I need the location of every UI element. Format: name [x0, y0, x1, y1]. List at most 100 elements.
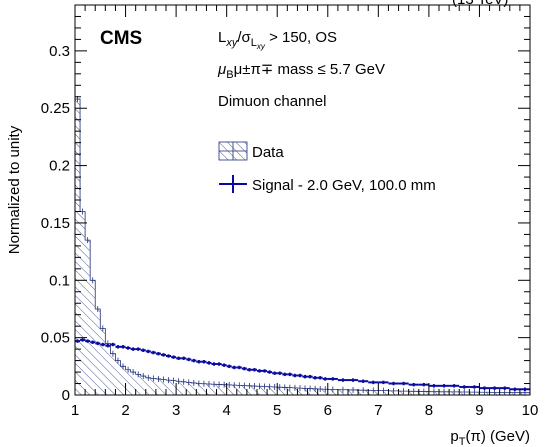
signal-point	[135, 347, 141, 351]
signal-point	[90, 340, 96, 344]
signal-point	[408, 382, 419, 387]
signal-point	[105, 343, 111, 348]
signal-point	[140, 348, 146, 352]
signal-point	[449, 384, 460, 388]
signal-point	[282, 372, 288, 377]
signal-point	[327, 377, 338, 381]
signal-point	[125, 346, 131, 350]
x-tick-label: 6	[324, 402, 332, 419]
signal-point	[100, 342, 106, 347]
signal-point	[368, 380, 379, 385]
x-axis-title: pT(π) (GeV)	[450, 428, 530, 447]
signal-point	[201, 360, 207, 364]
signal-point	[509, 387, 520, 391]
signal-point	[489, 386, 500, 390]
plot-background	[75, 5, 530, 395]
signal-point	[439, 384, 450, 388]
y-axis: 0 0.05 0.1 0.15 0.2 0.25 0.3	[41, 4, 530, 404]
signal-point	[191, 358, 197, 363]
signal-point	[499, 386, 510, 390]
signal-point	[241, 366, 247, 371]
signal-point	[95, 341, 101, 346]
signal-point	[186, 357, 192, 362]
signal-point	[155, 351, 161, 356]
signal-point	[150, 350, 156, 355]
signal-point	[181, 356, 187, 361]
signal-point	[171, 355, 177, 359]
signal-point	[231, 365, 237, 370]
signal-point	[110, 342, 116, 347]
corner-text: (13 TeV)	[452, 0, 508, 8]
signal-point	[120, 345, 126, 349]
signal-point	[312, 376, 318, 380]
signal-point	[257, 369, 263, 373]
signal-series	[75, 338, 530, 391]
legend: Data Signal - 2.0 GeV, 100.0 mm	[218, 141, 436, 194]
annotation-mass: μBμ±π∓ mass ≤ 5.7 GeV	[217, 61, 385, 81]
y-tick-label: 0.1	[49, 272, 70, 289]
signal-point	[428, 384, 439, 388]
signal-point	[75, 339, 81, 343]
y-axis-title: Normalized to unity	[6, 125, 23, 254]
signal-point	[236, 365, 242, 370]
signal-point	[459, 385, 470, 389]
signal-point	[388, 381, 399, 386]
signal-point	[287, 372, 293, 377]
annotation-lxy: Lxy/σLxy > 150, OS	[218, 29, 337, 51]
signal-point	[221, 363, 227, 367]
signal-point	[85, 339, 91, 343]
signal-point	[145, 349, 151, 354]
signal-point	[348, 378, 359, 382]
x-tick-label: 5	[273, 402, 281, 419]
x-tick-label: 7	[374, 402, 382, 419]
x-axis: 1 2 3 4 5 6 7 8 9 10	[71, 5, 539, 419]
signal-point	[262, 369, 268, 373]
signal-point	[479, 386, 490, 390]
signal-point	[226, 364, 232, 369]
y-tick-label: 0.05	[41, 330, 70, 347]
x-tick-label: 1	[71, 402, 79, 419]
signal-point	[211, 362, 217, 366]
signal-point	[302, 374, 308, 379]
signal-point	[358, 379, 369, 383]
legend-signal-label: Signal - 2.0 GeV, 100.0 mm	[252, 177, 436, 194]
signal-point	[297, 373, 303, 378]
signal-point	[267, 370, 273, 374]
signal-point	[115, 345, 121, 349]
signal-point	[272, 371, 278, 375]
signal-point	[307, 374, 313, 379]
signal-point	[292, 373, 298, 378]
signal-point	[317, 376, 323, 380]
signal-point	[246, 368, 252, 372]
annotation-channel: Dimuon channel	[218, 93, 326, 110]
signal-point	[322, 377, 328, 381]
signal-point	[251, 368, 257, 372]
x-tick-label: 2	[121, 402, 129, 419]
signal-point	[378, 380, 389, 385]
y-tick-label: 0.3	[49, 43, 70, 60]
x-tick-label: 4	[222, 402, 230, 419]
legend-data-label: Data	[252, 144, 284, 161]
signal-point	[196, 360, 202, 364]
signal-point	[80, 338, 86, 342]
signal-point	[176, 356, 182, 361]
signal-point	[216, 362, 222, 366]
y-tick-label: 0.25	[41, 100, 70, 117]
signal-point	[398, 381, 409, 386]
signal-point	[206, 361, 212, 365]
signal-point	[337, 378, 348, 382]
x-tick-label: 8	[425, 402, 433, 419]
signal-point	[277, 371, 283, 375]
x-tick-label: 10	[522, 402, 539, 419]
signal-point	[418, 382, 429, 387]
signal-point	[469, 385, 480, 389]
x-tick-label: 9	[475, 402, 483, 419]
signal-point	[166, 354, 172, 358]
signal-point	[130, 347, 136, 351]
x-tick-label: 3	[172, 402, 180, 419]
y-tick-label: 0.15	[41, 215, 70, 232]
y-tick-label: 0.2	[49, 158, 70, 175]
signal-point	[160, 353, 166, 357]
signal-point	[519, 387, 530, 391]
